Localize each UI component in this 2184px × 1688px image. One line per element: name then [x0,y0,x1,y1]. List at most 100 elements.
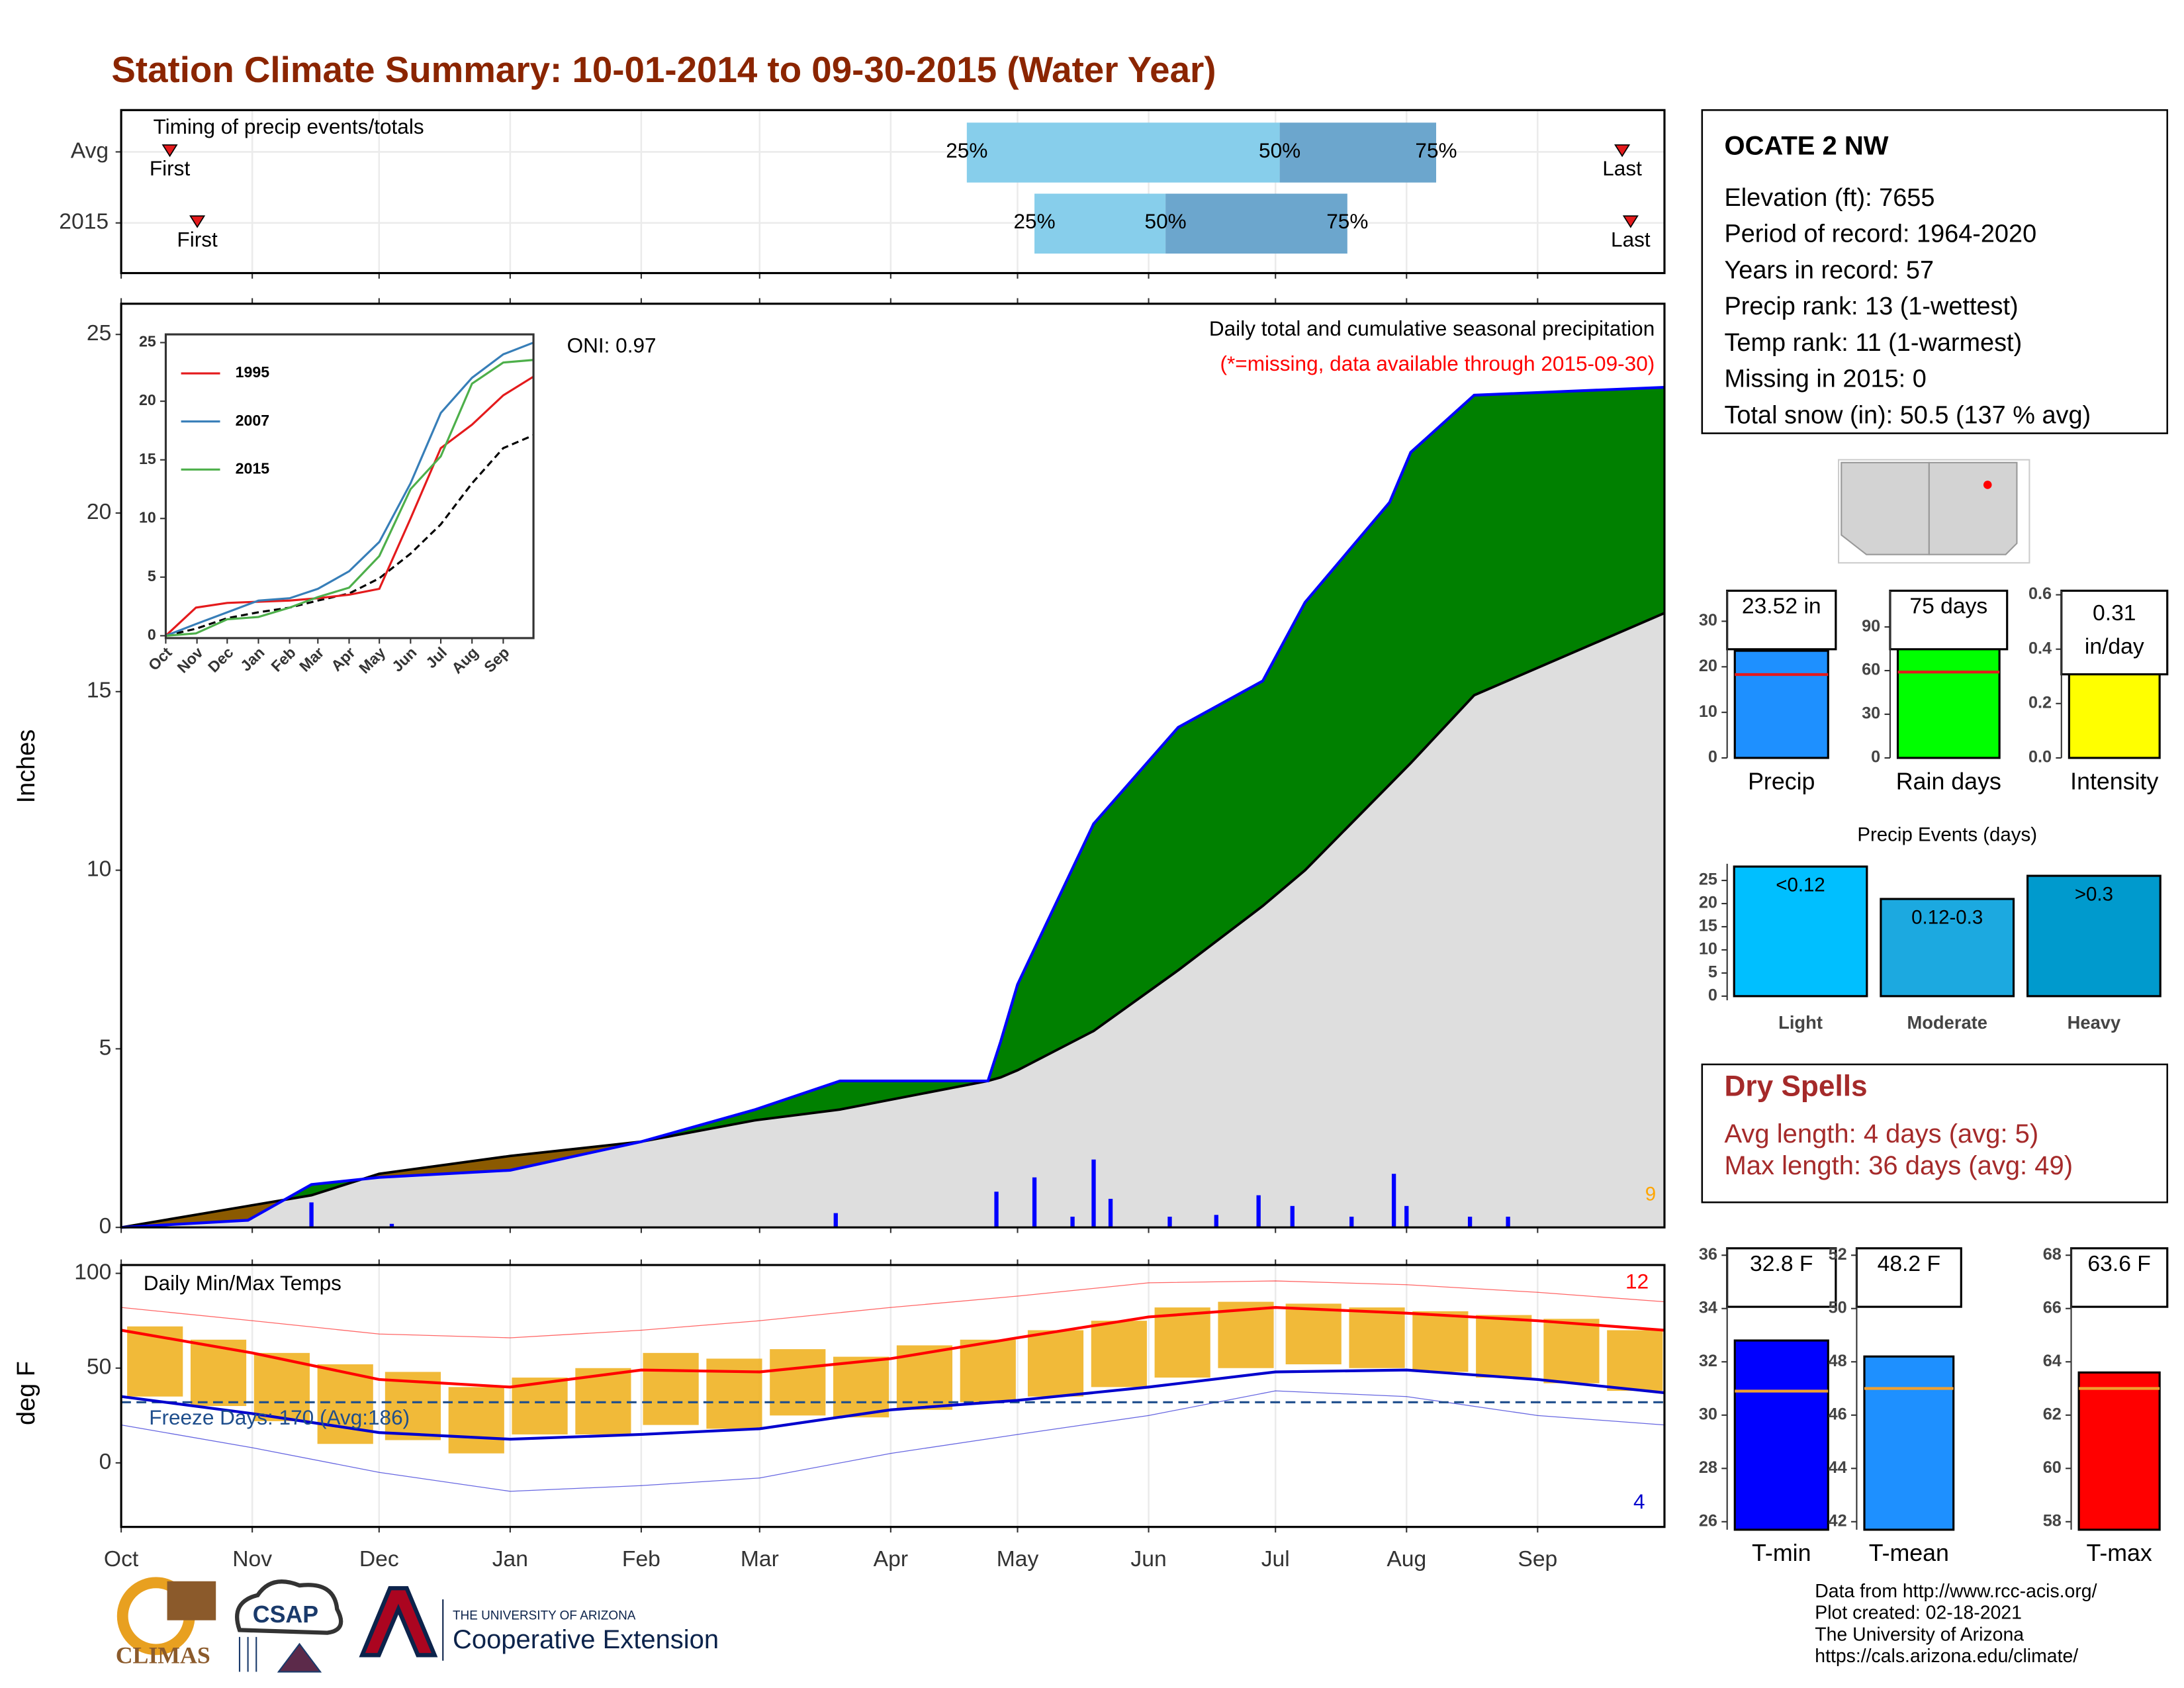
x-tick-label: T-mean [1869,1540,1949,1566]
timing-marker [1622,215,1639,228]
chart-title: Daily Min/Max Temps [144,1271,341,1295]
freeze-label: Freeze Days: 170 (Avg:186) [149,1405,410,1429]
oni-label: ONI: 0.97 [567,333,657,357]
record-max-line [121,1280,1665,1338]
daily-range [1543,1319,1600,1383]
dry-spells-box: Dry Spells [1701,1063,2169,1203]
x-tick-label: May [997,1547,1039,1571]
csap-icon [238,1636,322,1673]
station-frame [1701,109,2169,434]
value-label: 0.31 [2093,601,2136,626]
value-label: 32.8 F [1750,1252,1813,1276]
y-tick-label: 20 [139,391,156,408]
csap-cloud [235,1579,343,1635]
x-tick-label: Rain days [1896,768,2001,794]
quantile-label: 25% [1013,209,1055,233]
station-line: Total snow (in): 50.5 (137 % avg) [1724,401,2091,429]
y-tick-label: 52 [1829,1245,1847,1264]
dry-spell-line: Avg length: 4 days (avg: 5) [1724,1119,2038,1149]
quantile-label: 50% [1145,209,1187,233]
x-tick-label: Apr [874,1547,908,1571]
y-tick-label: 48 [1829,1352,1847,1370]
daily-range [1349,1307,1405,1368]
y-tick-label: 36 [1699,1245,1717,1264]
value-label: 23.52 in [1742,594,1821,619]
x-tick-label: Jul [1261,1547,1290,1571]
dry-spells-title: Dry Spells [1724,1070,1867,1102]
university-text: THE UNIVERSITY OF ARIZONA [453,1609,636,1622]
daily-bar [1404,1205,1409,1228]
y-tick-label: 0.6 [2028,585,2052,603]
page-title: Station Climate Summary: 10-01-2014 to 0… [111,49,1216,90]
daily-range [1412,1311,1469,1372]
y-tick-label: 15 [87,679,111,703]
x-tick-label: Mar [741,1547,779,1571]
y-tick-label: 5 [148,567,156,585]
x-tick-label: Jan [492,1547,528,1571]
station-location [1983,481,1992,489]
daily-range [1027,1330,1084,1397]
series-line [165,359,534,637]
daily-range [960,1339,1016,1403]
y-tick-label: 34 [1699,1298,1717,1317]
station-line: Years in record: 57 [1724,256,1934,284]
cumulative-line [120,612,1665,1229]
daily-bar [389,1223,394,1228]
daily-bar [1032,1177,1037,1228]
y-tick-label: 66 [2043,1298,2062,1317]
range-label: 0.12-0.3 [1911,906,1983,928]
map [1838,459,2030,564]
value-box [1889,589,2009,651]
daily-range [1476,1315,1532,1378]
bar [2077,1371,2161,1531]
daily-range [1154,1307,1210,1378]
daily-range [770,1349,826,1416]
footer-line: The University of Arizona [1815,1624,2024,1645]
y-tick-label: 25 [87,321,111,346]
y-tick-label: 50 [1829,1298,1847,1317]
marker-label: First [177,227,218,251]
plot-frame [164,333,535,639]
y-tick-label: 20 [87,500,111,524]
extension-text: Cooperative Extension [453,1625,719,1654]
x-tick-label: Precip [1748,768,1815,794]
bar [2026,874,2161,998]
y-tick-label: 60 [1862,661,1880,679]
bar [1880,898,2015,998]
plot-frame [120,109,1666,275]
daily-bar [1391,1174,1396,1228]
timing-marker [189,215,206,228]
bar [2068,673,2161,759]
map-state [1928,461,2018,555]
y-tick-label: 0 [99,1450,112,1474]
footer-line: Plot created: 02-18-2021 [1815,1603,2022,1624]
y-tick-label: 0.2 [2028,693,2052,712]
csap-text: CSAP [253,1601,318,1628]
daily-bar [1256,1195,1261,1228]
y-tick-label: 5 [1708,963,1717,982]
y-tick-label: 20 [1699,657,1717,675]
series-line [165,375,534,637]
y-axis-label: Inches [13,729,40,804]
y-tick-label: 60 [2043,1458,2062,1477]
daily-bar [1467,1216,1473,1228]
daily-range [643,1352,699,1425]
y-tick-label: 15 [139,450,156,467]
footer-line: https://cals.arizona.edu/climate/ [1815,1646,2078,1667]
y-tick-label: 90 [1862,617,1880,635]
legend-label: 2015 [236,459,270,477]
station-line: Elevation (ft): 7655 [1724,184,1934,212]
y-tick-label: 25 [1699,870,1717,889]
daily-range [1091,1321,1147,1387]
daily-bar [1070,1216,1075,1228]
daily-bar [1091,1159,1096,1228]
daily-range [706,1358,762,1429]
marker-label: Last [1611,227,1651,251]
y-tick-label: 28 [1699,1458,1717,1477]
plot-frame [120,1264,1666,1528]
range-label: >0.3 [2075,883,2113,905]
timing-bar [1279,122,1436,183]
count-label: 9 [1645,1184,1656,1205]
legend-label: 1995 [236,363,270,381]
